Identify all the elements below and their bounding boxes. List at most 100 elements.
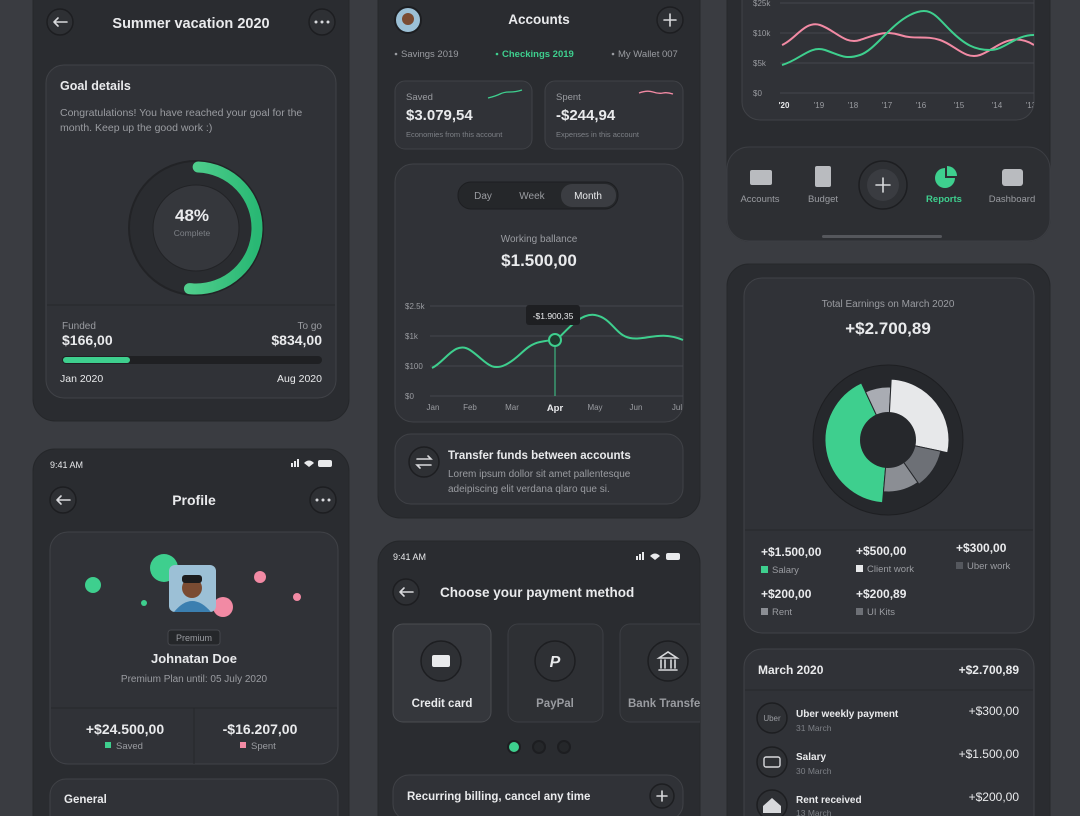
- y-tick-label: $0: [753, 89, 762, 98]
- nav-item[interactable]: Accounts: [740, 194, 779, 205]
- legend-swatch: [856, 565, 863, 572]
- spent-label: Spent: [251, 741, 276, 752]
- earnings-total: +$2.700,89: [845, 319, 931, 338]
- x-tick-label: '16: [916, 101, 927, 110]
- sparkline: [638, 90, 674, 95]
- dots: [315, 498, 331, 502]
- btn: [756, 702, 788, 734]
- nav-icon: [935, 168, 955, 188]
- plan: Premium Plan until: 05 July 2020: [121, 674, 268, 685]
- togo: $834,00: [271, 332, 322, 348]
- ico: [875, 177, 891, 193]
- account-tab[interactable]: Checkings 2019: [502, 49, 574, 60]
- legend-label: Uber work: [967, 561, 1011, 572]
- transfer-text: Lorem ipsum dollor sit amet pallentesque: [448, 469, 631, 480]
- icon-home: [763, 798, 781, 813]
- period[interactable]: Week: [519, 191, 545, 202]
- donut-slice: [824, 382, 889, 504]
- y-tick-label: $100: [405, 362, 423, 371]
- ico: [53, 17, 68, 27]
- paypal-glyph: P: [550, 654, 561, 671]
- item-amount: +$1.500,00: [959, 747, 1020, 761]
- rect: [297, 459, 299, 467]
- x-tick-label: '13: [1026, 101, 1037, 110]
- rect: [182, 575, 202, 583]
- spent: -$244,94: [556, 107, 616, 124]
- item-name: Rent received: [796, 795, 862, 806]
- nav-item[interactable]: Budget: [808, 194, 838, 205]
- donut-hole: [860, 412, 916, 468]
- circle: [315, 498, 319, 502]
- togo-label: To go: [298, 321, 323, 332]
- recurring: Recurring billing, cancel any time: [407, 791, 590, 803]
- method[interactable]: PayPal: [536, 698, 574, 710]
- method[interactable]: Credit card: [412, 698, 473, 710]
- item-date: 13 March: [796, 808, 832, 816]
- legend-label: UI Kits: [867, 607, 895, 618]
- title: Profile: [172, 492, 216, 508]
- period[interactable]: Day: [474, 191, 492, 202]
- icon-card: [432, 655, 450, 667]
- legend-label: Rent: [772, 607, 792, 618]
- x-tick-label: '15: [954, 101, 965, 110]
- legend-amount: +$300,00: [956, 541, 1007, 555]
- status-time: 9:41 AM: [50, 460, 83, 470]
- btn: [534, 640, 576, 682]
- title: Choose your payment method: [440, 585, 634, 600]
- title: Summer vacation 2020: [112, 16, 269, 32]
- pager-dot: [507, 740, 521, 754]
- spent-note: Expenses in this account: [556, 130, 640, 139]
- g: $25k $10k $5k $0 '20 '19 '18 '17 '16 '15 '14 '13: [753, 0, 1037, 110]
- transfer-title: Transfer funds between accounts: [448, 450, 631, 462]
- method[interactable]: Bank Transfer: [628, 698, 705, 710]
- icon-bill: [763, 756, 781, 768]
- x-tick-label: Mar: [505, 403, 519, 412]
- x-tick-label: Jul: [672, 403, 682, 412]
- period[interactable]: Month: [574, 191, 602, 202]
- legend-amount: +$500,00: [856, 544, 907, 558]
- circle: [254, 571, 266, 583]
- path: [304, 460, 314, 467]
- transfer-text: adeipiscing elit verdana qlaro que si.: [448, 484, 610, 495]
- item-amount: +$300,00: [969, 704, 1020, 718]
- circle: [314, 20, 318, 24]
- tab-dot: [394, 52, 398, 56]
- btn: [647, 640, 689, 682]
- ico: [663, 13, 677, 27]
- percent: 48%: [175, 206, 209, 225]
- funded-label: Funded: [62, 321, 96, 332]
- circle: [293, 593, 301, 601]
- ico: [56, 495, 71, 505]
- y-tick-label: $0: [405, 392, 414, 401]
- circle: [85, 577, 101, 593]
- legend-swatch: [240, 742, 246, 748]
- nav-icon: [750, 170, 772, 185]
- saved-label: Saved: [116, 741, 143, 752]
- rect: [639, 554, 641, 560]
- spent-label: Spent: [556, 92, 581, 103]
- avatar-person: [174, 575, 211, 612]
- item-date: 31 March: [796, 723, 832, 733]
- tab-dot: [611, 52, 615, 56]
- spent: -$16.207,00: [223, 721, 298, 737]
- goal-text: Congratulations! You have reached your g…: [60, 107, 302, 119]
- circle: [327, 498, 331, 502]
- ring-arc: [129, 161, 263, 295]
- saved: +$24.500,00: [86, 721, 164, 737]
- x-tick-label: '20: [779, 101, 790, 110]
- account-tab[interactable]: My Wallet 007: [618, 49, 678, 60]
- x-tick-label: '18: [848, 101, 859, 110]
- account-tab[interactable]: Savings 2019: [401, 49, 459, 60]
- g: 9:41 AM Choose your payment method P Cre…: [392, 552, 705, 816]
- line-curve: [781, 10, 1034, 66]
- legend-label: Salary: [772, 565, 799, 576]
- nav-item[interactable]: Reports: [926, 194, 962, 205]
- goal-title: Goal details: [60, 79, 131, 93]
- nav-item[interactable]: Dashboard: [989, 194, 1035, 205]
- x-tick-label: '19: [814, 101, 825, 110]
- panel: [392, 774, 684, 816]
- title: Accounts: [508, 12, 570, 27]
- march-total: +$2.700,89: [959, 663, 1020, 677]
- badge: [167, 629, 221, 646]
